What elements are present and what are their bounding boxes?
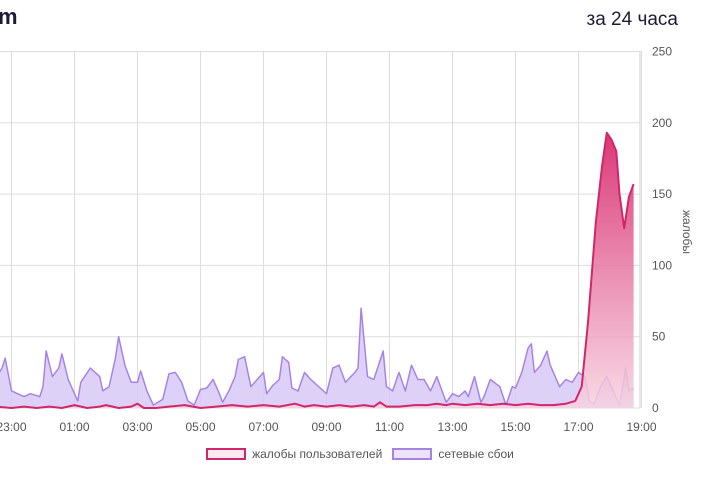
series-layer — [0, 131, 635, 409]
legend-item-complaints[interactable]: жалобы пользователей — [206, 447, 382, 461]
legend-item-outages[interactable]: сетевые сбои — [392, 447, 514, 461]
x-tick-label: 17:00 — [563, 420, 593, 434]
grid — [0, 51, 642, 409]
x-tick-label: 13:00 — [437, 420, 467, 434]
x-tick-label: 07:00 — [248, 420, 278, 434]
y-tick-label: 250 — [652, 45, 672, 59]
legend-swatch-complaints — [206, 448, 247, 460]
tick-labels: 23:00 01:00 03:00 05:00 07:00 09:00 11:00 13:00… — [0, 45, 672, 435]
series-line-complaints — [0, 131, 635, 409]
legend-label-outages: сетевые сбои — [438, 447, 514, 461]
series-area-outages — [0, 308, 634, 408]
chart-title: m — [0, 4, 18, 29]
x-tick-label: 01:00 — [59, 420, 89, 434]
series-line-outages — [0, 307, 634, 406]
y-axis-title: жалобы — [680, 210, 694, 254]
x-tick-label: 05:00 — [185, 420, 215, 434]
legend-swatch-outages — [392, 448, 433, 460]
period-label[interactable]: за 24 часа — [586, 9, 678, 30]
y-tick-label: 200 — [652, 116, 672, 130]
x-tick-label: 11:00 — [375, 420, 404, 434]
y-tick-label: 150 — [652, 187, 672, 201]
x-tick-label: 23:00 — [0, 420, 27, 434]
legend-label-complaints: жалобы пользователей — [252, 447, 383, 461]
x-tick-label: 15:00 — [500, 420, 530, 434]
y-tick-label: 0 — [652, 401, 659, 415]
x-tick-label: 03:00 — [122, 420, 152, 434]
x-tick-label: 19:00 — [626, 420, 656, 434]
legend: жалобы пользователей сетевые сбои — [0, 447, 720, 461]
y-tick-label: 50 — [652, 330, 666, 344]
chart-canvas: 23:00 01:00 03:00 05:00 07:00 09:00 11:00 13:00… — [0, 45, 694, 435]
x-tick-label: 09:00 — [311, 420, 341, 434]
y-tick-label: 100 — [652, 258, 672, 272]
